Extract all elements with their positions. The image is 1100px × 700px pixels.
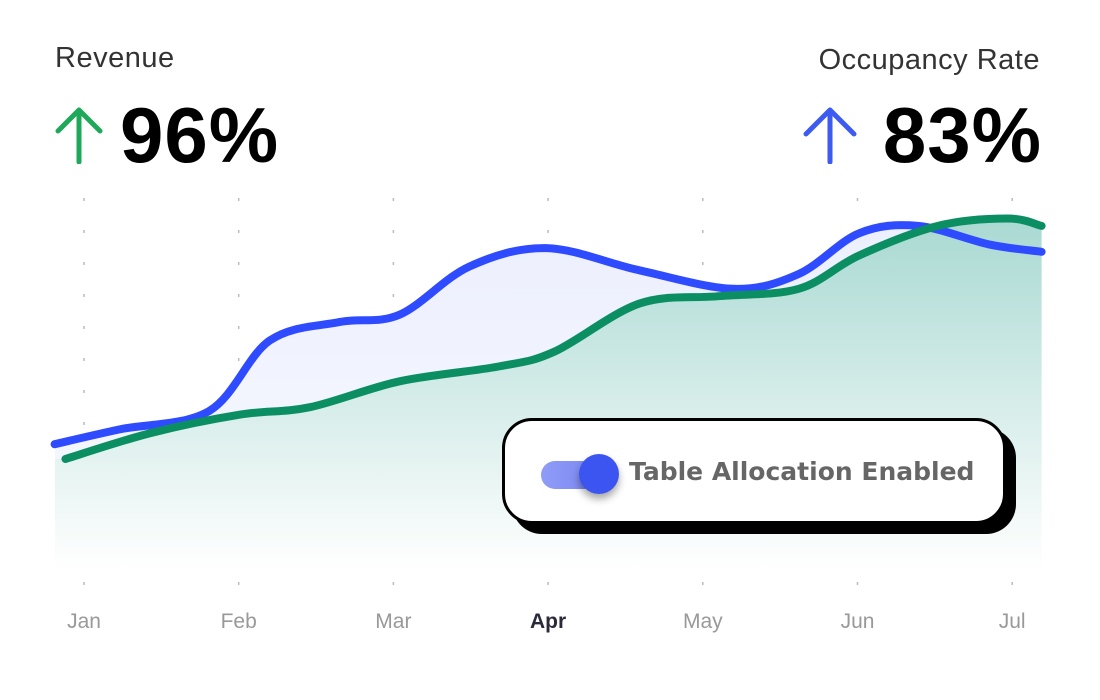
- revenue-label: Revenue: [55, 42, 175, 74]
- toggle-knob[interactable]: [579, 454, 619, 494]
- arrow-up-icon: [55, 107, 103, 164]
- series-line-1: [61, 214, 1046, 463]
- series-line-0: [50, 221, 1046, 449]
- table-allocation-card: Table Allocation Enabled: [502, 418, 1006, 524]
- revenue-value: 96%: [120, 91, 280, 179]
- x-tick-label[interactable]: Jun: [840, 610, 875, 633]
- x-tick-label[interactable]: Feb: [220, 610, 257, 633]
- x-tick-label[interactable]: May: [682, 610, 723, 633]
- x-tick-label[interactable]: Jan: [67, 610, 101, 633]
- arrow-up-icon: [803, 107, 857, 164]
- x-tick-label[interactable]: Jul: [998, 610, 1026, 633]
- toggle-label: Table Allocation Enabled: [629, 457, 975, 486]
- x-tick-label[interactable]: Mar: [375, 610, 412, 633]
- occupancy-value: 83%: [882, 91, 1042, 179]
- x-tick-label[interactable]: Apr: [530, 610, 567, 633]
- occupancy-label: Occupancy Rate: [818, 44, 1040, 76]
